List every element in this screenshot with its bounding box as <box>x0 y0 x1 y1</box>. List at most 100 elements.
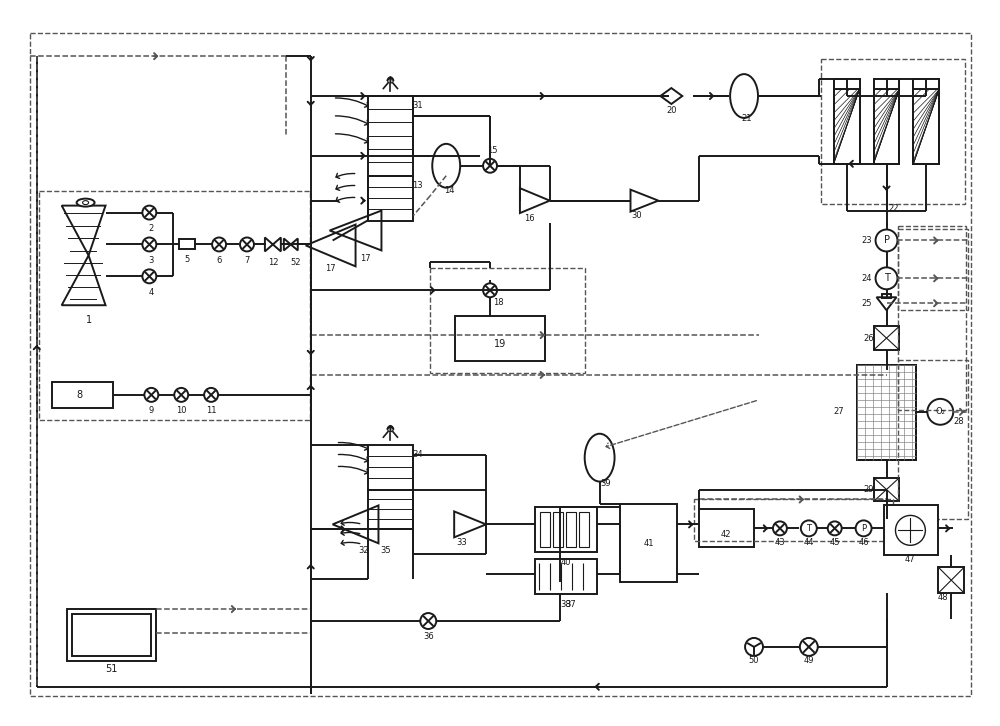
Bar <box>535 559 597 594</box>
Bar <box>834 79 860 89</box>
Text: 10: 10 <box>176 407 186 415</box>
Bar <box>913 89 939 164</box>
Text: 36: 36 <box>423 632 434 642</box>
Text: 28: 28 <box>953 417 964 426</box>
Bar <box>874 89 899 164</box>
Bar <box>368 489 413 529</box>
Bar <box>913 79 939 89</box>
Text: 1: 1 <box>86 315 92 325</box>
Text: 25: 25 <box>861 298 872 308</box>
Text: 19: 19 <box>494 339 506 349</box>
Ellipse shape <box>77 199 95 207</box>
Text: 26: 26 <box>863 333 874 343</box>
Text: 48: 48 <box>938 592 949 602</box>
Text: 40: 40 <box>560 558 571 567</box>
Bar <box>898 226 966 409</box>
Bar <box>67 609 156 661</box>
Bar <box>694 499 893 542</box>
Bar <box>455 317 545 361</box>
Bar <box>898 360 968 519</box>
Bar <box>72 614 151 656</box>
Bar <box>821 59 965 203</box>
Text: 5: 5 <box>185 255 190 264</box>
Bar <box>430 269 585 373</box>
Text: 47: 47 <box>905 555 916 564</box>
Text: O₂: O₂ <box>935 407 945 416</box>
Ellipse shape <box>83 200 89 205</box>
Text: 20: 20 <box>666 107 677 115</box>
Bar <box>898 229 968 310</box>
Text: 13: 13 <box>412 182 423 190</box>
Text: 6: 6 <box>216 256 222 265</box>
Text: 50: 50 <box>749 656 759 665</box>
Text: 31: 31 <box>412 102 423 110</box>
Text: 23: 23 <box>861 236 872 245</box>
Text: 8: 8 <box>76 390 83 400</box>
Text: 41: 41 <box>643 539 654 548</box>
Text: 46: 46 <box>858 538 869 547</box>
Text: 45: 45 <box>829 538 840 547</box>
Text: 12: 12 <box>268 258 278 267</box>
Bar <box>874 326 899 350</box>
Text: 42: 42 <box>721 530 731 539</box>
Bar <box>540 513 550 547</box>
Text: 35: 35 <box>380 546 391 555</box>
Text: 22: 22 <box>888 204 899 213</box>
Bar <box>179 240 195 250</box>
Bar <box>882 294 891 298</box>
Text: 52: 52 <box>291 258 301 267</box>
Text: P: P <box>884 235 890 245</box>
Text: 34: 34 <box>412 450 423 459</box>
Text: 43: 43 <box>775 538 785 547</box>
Bar <box>884 505 938 555</box>
Bar <box>553 513 563 547</box>
Text: 39: 39 <box>600 479 611 488</box>
Text: 14: 14 <box>444 186 454 195</box>
Bar <box>874 79 899 89</box>
Text: T: T <box>884 273 889 283</box>
Bar <box>938 567 964 593</box>
Text: 17: 17 <box>325 264 336 273</box>
Text: 27: 27 <box>833 407 844 416</box>
Text: 38: 38 <box>560 600 571 608</box>
Bar <box>566 513 576 547</box>
Bar <box>368 96 413 176</box>
Bar <box>620 505 677 582</box>
Text: 33: 33 <box>457 538 468 547</box>
Text: 15: 15 <box>487 147 497 155</box>
Text: 37: 37 <box>565 600 576 608</box>
Text: 21: 21 <box>742 115 752 123</box>
Bar <box>834 89 860 164</box>
Text: 16: 16 <box>525 214 535 223</box>
Text: 3: 3 <box>149 256 154 265</box>
Bar <box>913 79 939 89</box>
Bar <box>874 89 899 164</box>
Bar <box>857 365 916 460</box>
Text: 7: 7 <box>244 256 250 265</box>
Text: 49: 49 <box>804 656 814 665</box>
Text: 11: 11 <box>206 407 216 415</box>
Bar <box>874 79 899 89</box>
Bar <box>368 176 413 221</box>
Bar <box>535 507 597 552</box>
Text: 44: 44 <box>804 538 814 547</box>
Bar <box>834 79 860 89</box>
Text: 18: 18 <box>493 298 503 306</box>
Text: 2: 2 <box>149 224 154 233</box>
Text: 9: 9 <box>149 407 154 415</box>
Bar <box>368 445 413 489</box>
Bar <box>874 478 899 502</box>
Text: 51: 51 <box>105 664 118 674</box>
Bar <box>857 365 916 460</box>
Text: P: P <box>861 524 866 533</box>
Text: 30: 30 <box>631 211 642 220</box>
Text: 4: 4 <box>149 287 154 297</box>
Bar <box>579 513 589 547</box>
Text: 17: 17 <box>360 254 371 263</box>
Text: 32: 32 <box>358 546 369 555</box>
Text: 29: 29 <box>863 485 874 494</box>
Bar <box>52 382 113 408</box>
Text: T: T <box>806 524 811 533</box>
Text: 24: 24 <box>861 274 872 283</box>
Bar <box>834 89 860 164</box>
